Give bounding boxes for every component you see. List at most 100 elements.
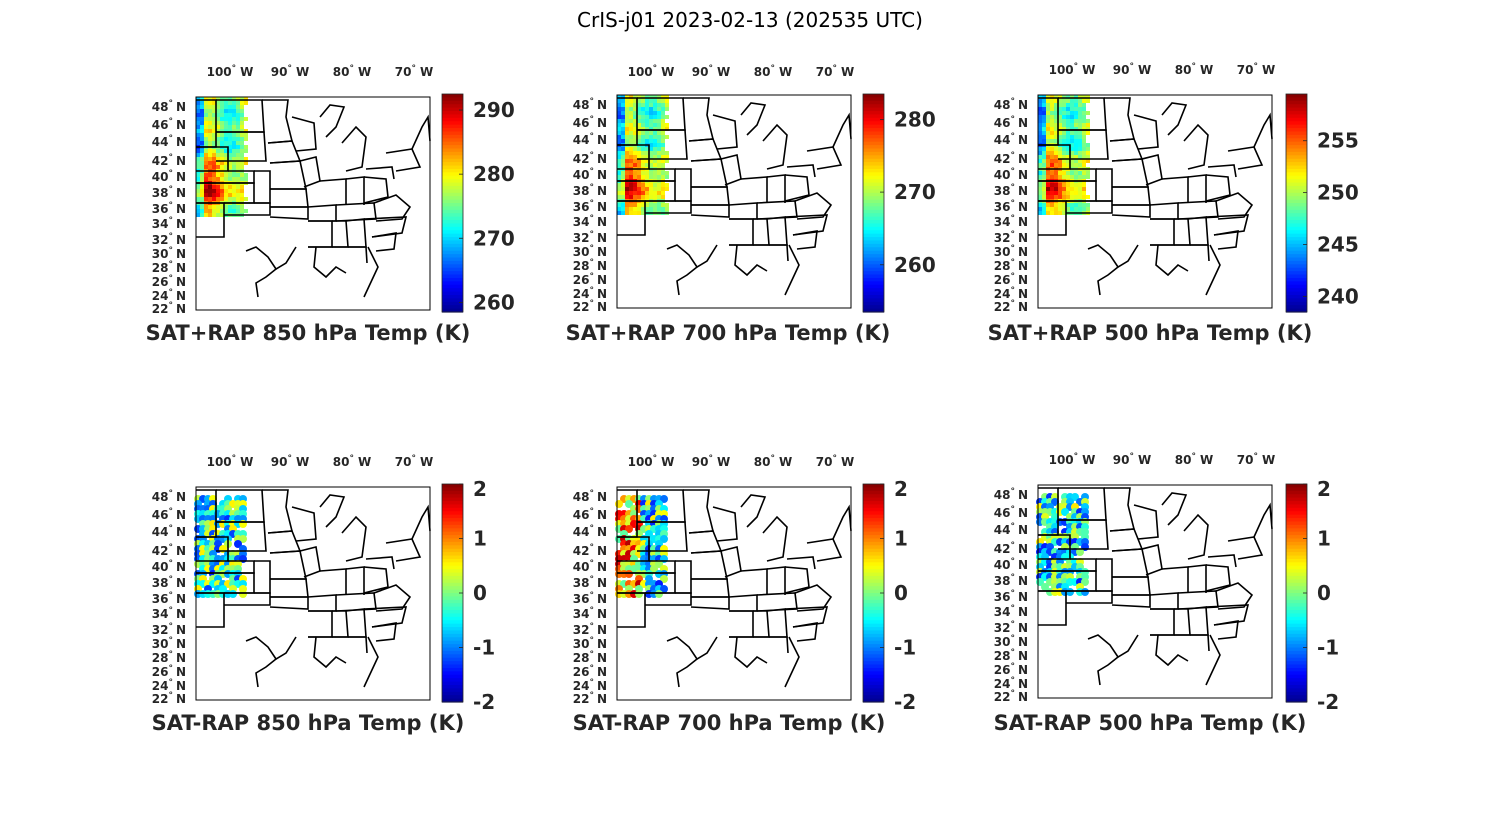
colorbar-segment <box>442 168 463 173</box>
colorbar-segment <box>442 507 463 512</box>
swath-cell <box>1042 107 1046 111</box>
lat-direction: N <box>176 289 186 303</box>
lat-degree: 34 <box>994 605 1011 619</box>
swath-cell <box>224 129 228 133</box>
lat-degree-symbol: ° <box>1010 230 1015 240</box>
lat-label: 34° N <box>994 604 1028 619</box>
swath-cell <box>633 159 637 163</box>
lat-degree-symbol: ° <box>589 115 594 125</box>
lon-degree: 90 <box>692 455 709 469</box>
colorbar-segment <box>863 213 884 218</box>
colorbar-segment <box>1286 308 1307 313</box>
swath-cell <box>224 161 228 165</box>
swath-cell <box>1082 159 1086 163</box>
swath-cell <box>232 141 236 145</box>
lat-direction: N <box>1018 635 1028 649</box>
swath-cell <box>665 203 669 207</box>
colorbar-segment <box>1286 243 1307 248</box>
swath-cell <box>240 133 244 137</box>
swath-cell <box>661 131 665 135</box>
lat-label: 26° N <box>994 272 1028 287</box>
swath-cell <box>657 163 661 167</box>
lat-degree: 22 <box>573 300 590 314</box>
colorbar-segment <box>1286 294 1307 299</box>
colorbar-segment <box>1286 94 1307 99</box>
swath-cell <box>1054 119 1058 123</box>
colorbar-segment <box>863 497 884 502</box>
swath-cell <box>1062 131 1066 135</box>
lat-degree-symbol: ° <box>589 575 594 585</box>
swath-cell <box>629 211 633 215</box>
state-boundary <box>1133 504 1159 540</box>
swath-cell <box>1070 127 1074 131</box>
swath-cell <box>240 113 244 117</box>
swath-cell <box>637 139 641 143</box>
colorbar-tick-label: 260 <box>894 253 936 277</box>
colorbar-segment <box>863 507 884 512</box>
swath-cell <box>633 155 637 159</box>
lat-label: 24° N <box>573 286 607 301</box>
swath-cell <box>661 171 665 175</box>
lat-label: 26° N <box>152 274 186 289</box>
colorbar-segment <box>863 220 884 225</box>
swath-cell <box>224 113 228 117</box>
lat-label: 44° N <box>152 524 186 539</box>
state-boundary <box>756 592 798 612</box>
swath-cell <box>645 107 649 111</box>
swath-cell <box>641 99 645 103</box>
lat-degree: 40 <box>152 560 169 574</box>
swath-cell <box>208 125 212 129</box>
lat-degree: 26 <box>573 665 590 679</box>
swath-cell <box>621 147 625 151</box>
lat-degree-symbol: ° <box>589 183 594 193</box>
swath-cell <box>1066 155 1070 159</box>
swath-cell <box>653 127 657 131</box>
colorbar-segment <box>442 107 463 112</box>
lon-direction: W <box>296 455 309 469</box>
colorbar-segment <box>863 599 884 604</box>
lat-degree-symbol: ° <box>1010 620 1015 630</box>
lat-direction: N <box>176 623 186 637</box>
swath-cell <box>228 121 232 125</box>
colorbar-segment <box>863 674 884 679</box>
swath-cell <box>228 149 232 153</box>
swath-cell <box>625 171 629 175</box>
swath-cell <box>236 185 240 189</box>
swath-cell <box>633 163 637 167</box>
swath-cell <box>617 187 621 191</box>
colorbar-segment <box>863 155 884 160</box>
swath-cell <box>637 115 641 119</box>
lat-label: 42° N <box>994 541 1028 556</box>
colorbar: 210-1-2 <box>862 477 916 714</box>
swath-cell <box>204 153 208 157</box>
swath-cell <box>1074 163 1078 167</box>
swath-cell <box>633 207 637 211</box>
swath-cell <box>1054 111 1058 115</box>
colorbar-segment <box>442 260 463 265</box>
swath-cell <box>1082 143 1086 147</box>
colorbar-segment <box>863 630 884 635</box>
state-boundary <box>666 636 718 661</box>
colorbar-segment <box>442 657 463 662</box>
colorbar-segment <box>863 185 884 190</box>
state-boundary <box>313 246 347 279</box>
colorbar-segment <box>1286 213 1307 218</box>
swath-dot <box>635 590 643 598</box>
colorbar-segment <box>863 531 884 536</box>
lat-direction: N <box>1018 98 1028 112</box>
state-boundary <box>245 636 297 661</box>
colorbar-segment <box>442 644 463 649</box>
lat-degree: 46 <box>573 116 590 130</box>
colorbar-tick-label: 270 <box>894 180 936 204</box>
state-borders <box>1038 487 1273 686</box>
swath-cell <box>637 151 641 155</box>
colorbar-segment <box>442 213 463 218</box>
swath-cell <box>649 111 653 115</box>
swath-cell <box>1054 107 1058 111</box>
swath-cell <box>629 171 633 175</box>
swath-cell <box>1050 107 1054 111</box>
state-boundary <box>313 636 347 669</box>
swath-cell <box>621 155 625 159</box>
swath-cell <box>232 109 236 113</box>
swath-cell <box>617 123 621 127</box>
